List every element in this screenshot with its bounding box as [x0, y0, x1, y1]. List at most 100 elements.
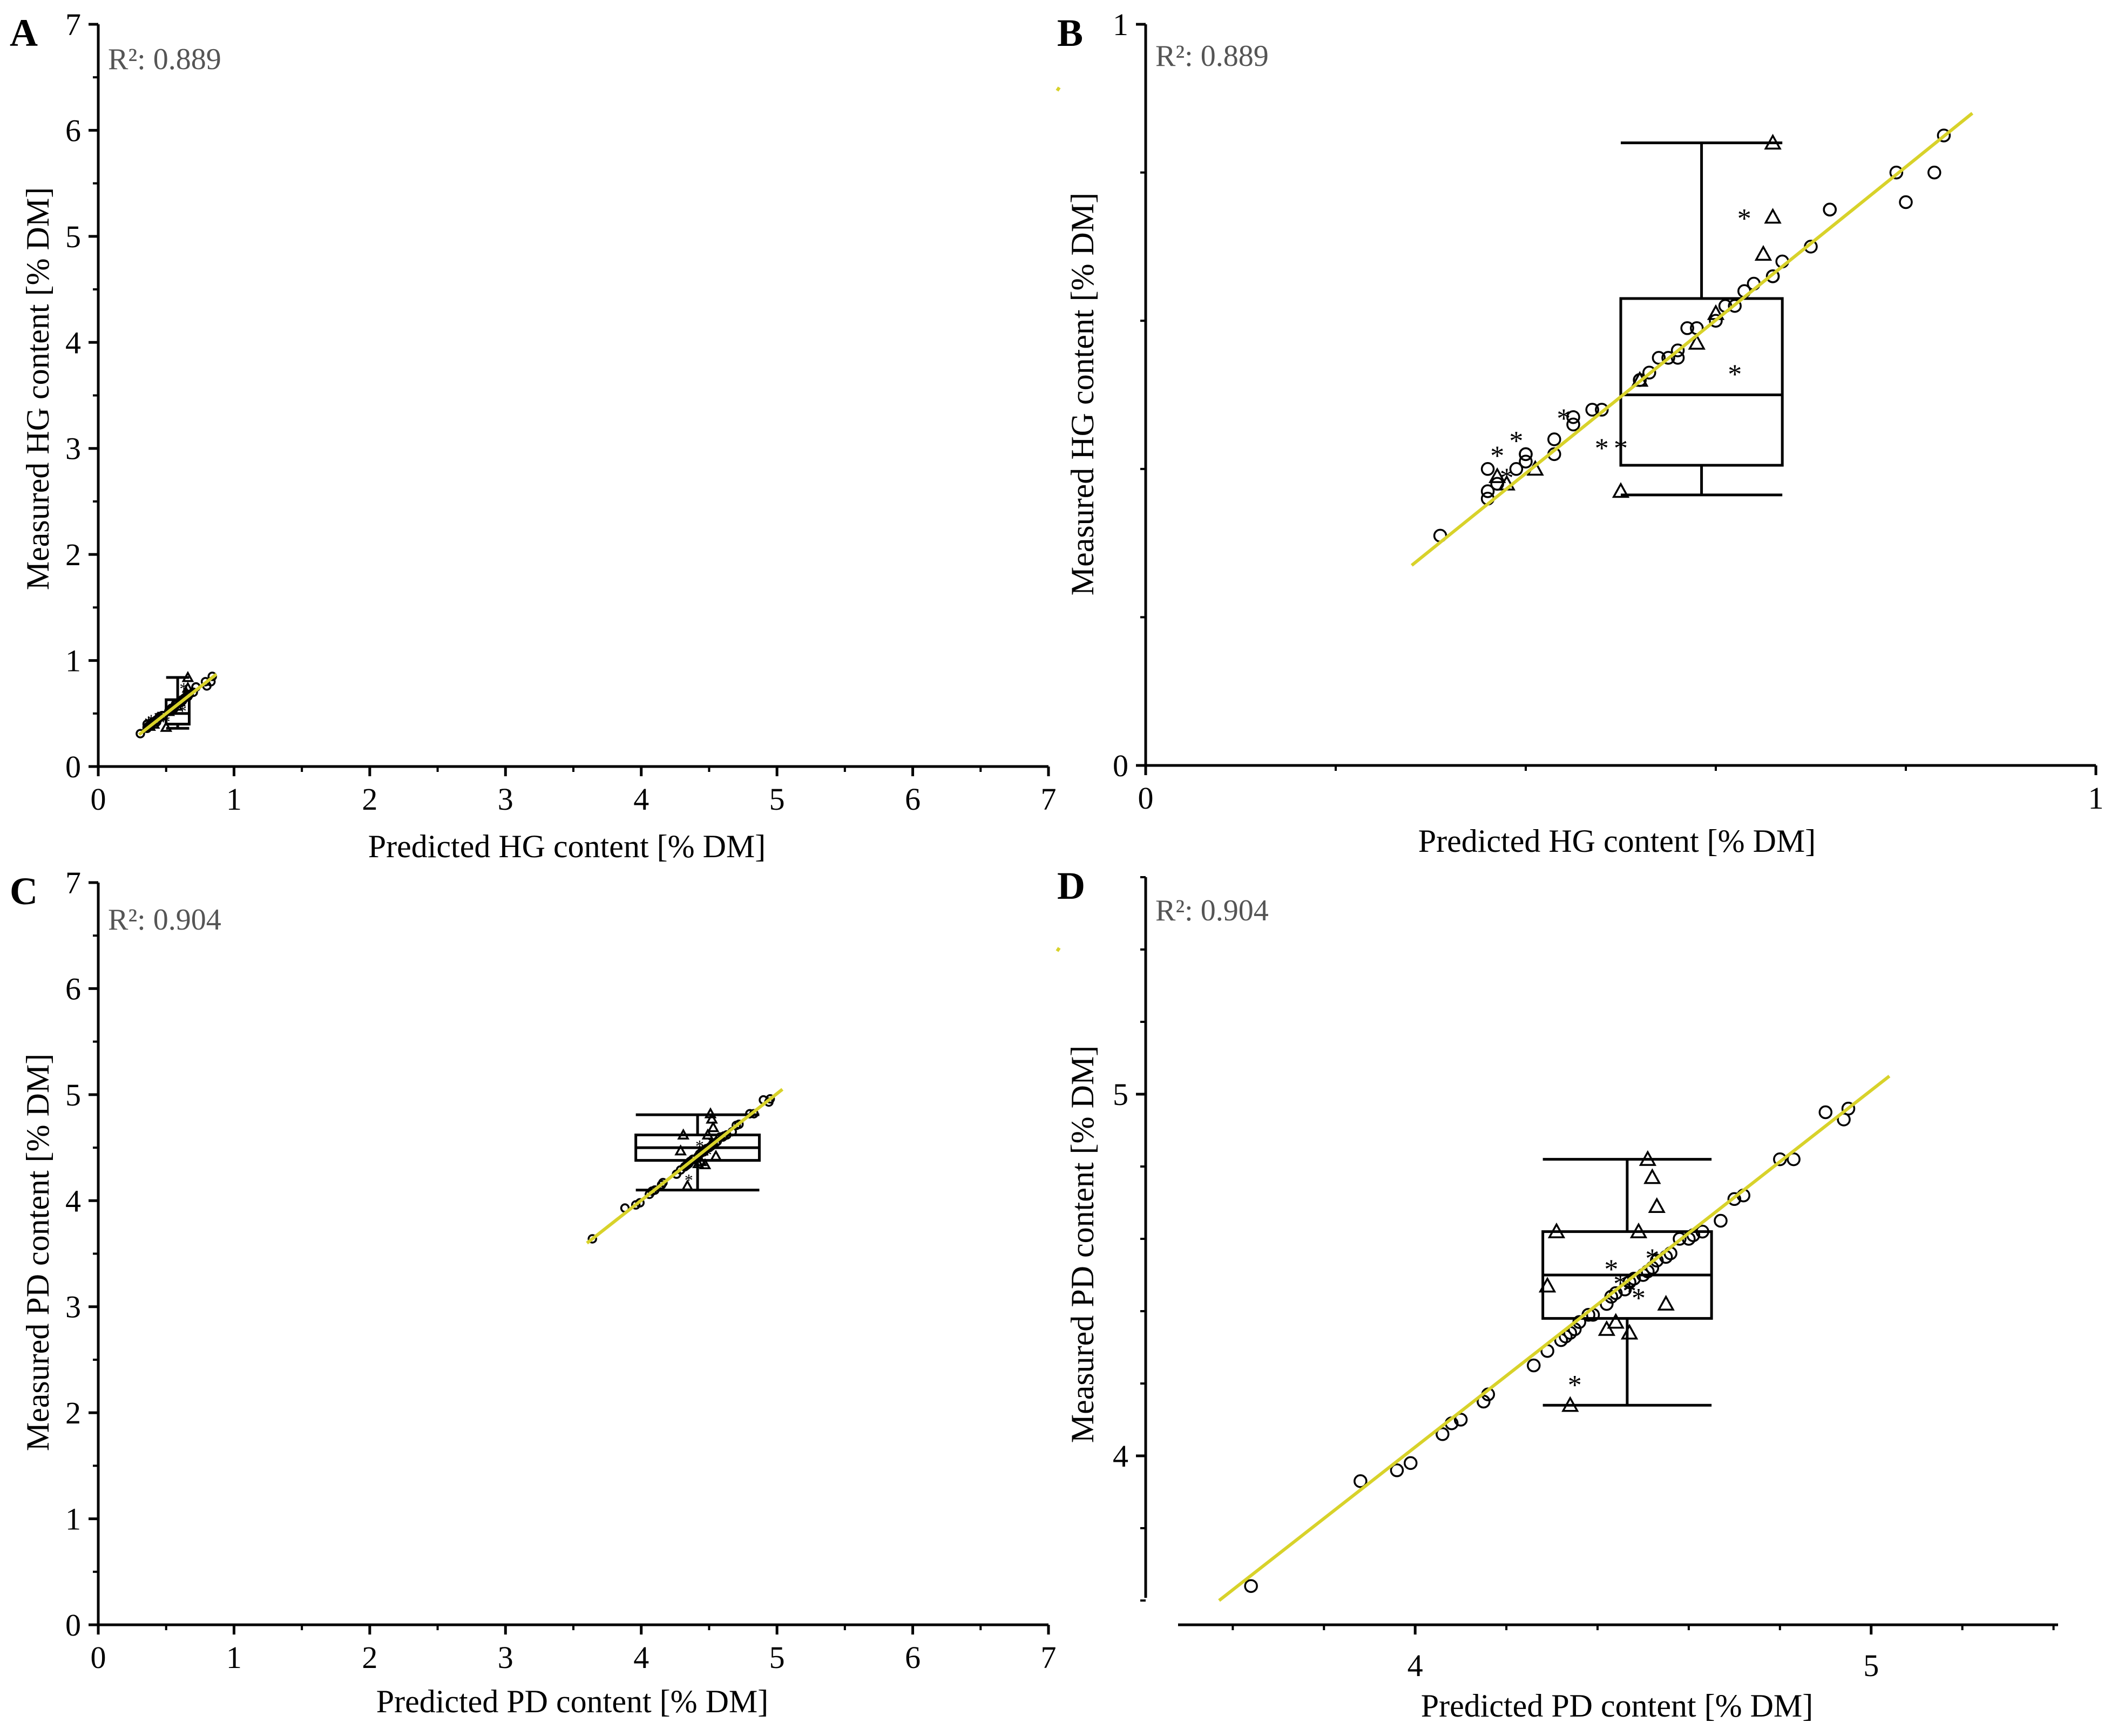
y-tick-label: 1 — [65, 643, 81, 679]
data-point-circle — [1673, 1232, 1687, 1246]
data-point-triangle — [160, 721, 173, 732]
data-point-triangle — [701, 1128, 714, 1140]
data-point-circle — [1787, 1152, 1801, 1167]
data-point-circle — [587, 1234, 597, 1244]
x-tick-label: 3 — [498, 782, 513, 817]
y-tick-label: 2 — [65, 1395, 81, 1430]
panel-b-chart: B R²: 0.889 Predicted HG content [% DM] … — [1057, 7, 2104, 859]
y-tick-label: 1 — [65, 1502, 81, 1537]
panel-a-chart: A R²: 0.889 Predicted HG content [% DM] … — [10, 7, 1057, 864]
data-point-star: * — [685, 1170, 693, 1190]
data-point-circle — [1436, 1427, 1450, 1441]
data-point-triangle — [1657, 1294, 1675, 1311]
data-point-circle — [1714, 1213, 1728, 1228]
x-tick-label: 0 — [1138, 781, 1154, 816]
y-axis-label: Measured HG content [% DM] — [20, 187, 56, 590]
x-tick-label: 6 — [905, 1640, 921, 1675]
data-point-triangle — [1612, 482, 1630, 498]
data-point-circle — [1728, 299, 1742, 313]
data-point-circle — [1661, 351, 1675, 365]
panel-letter: A — [10, 11, 38, 55]
data-point-triangle — [1607, 1313, 1625, 1329]
data-point-circle — [1403, 1456, 1418, 1470]
x-tick-label: 1 — [226, 782, 242, 817]
data-point-star: * — [1509, 426, 1523, 457]
data-point-triangle — [1547, 1222, 1566, 1238]
data-point-circle — [1585, 403, 1599, 417]
data-point-circle — [136, 729, 145, 738]
fit-line-stub — [1056, 86, 1061, 92]
r2-label: R²: 0.904 — [108, 903, 221, 937]
y-axis-label: Measured PD content [% DM] — [1065, 1046, 1100, 1443]
data-point-triangle — [1488, 467, 1506, 483]
data-point-circle — [1670, 343, 1685, 357]
x-tick-label: 6 — [905, 782, 921, 817]
data-point-triangle — [1688, 334, 1706, 350]
y-tick-label: 3 — [65, 431, 81, 466]
fit-line — [138, 673, 218, 736]
data-point-circle — [1354, 1474, 1368, 1488]
x-tick-label: 1 — [226, 1640, 242, 1675]
y-tick-label: 1 — [1113, 7, 1128, 42]
data-point-star: * — [1595, 433, 1609, 464]
data-point-circle — [650, 1185, 660, 1195]
x-tick-label: 5 — [1863, 1648, 1879, 1683]
data-point-triangle — [1643, 1168, 1661, 1184]
data-point-circle — [1453, 1413, 1468, 1427]
data-point-triangle — [692, 1157, 705, 1169]
data-point-circle — [1642, 365, 1656, 380]
y-tick-label: 0 — [1113, 748, 1128, 783]
x-tick-label: 4 — [633, 782, 649, 817]
y-tick-label: 7 — [65, 865, 81, 900]
data-point-triangle — [1561, 1396, 1579, 1412]
data-point-triangle — [1639, 1150, 1657, 1166]
data-point-triangle — [1764, 208, 1782, 224]
data-point-circle — [1927, 165, 1941, 180]
fit-line-stub — [1056, 947, 1061, 952]
r2-label: R²: 0.889 — [108, 43, 221, 76]
y-tick-label: 4 — [65, 325, 81, 360]
data-point-star: * — [1728, 359, 1742, 390]
data-point-circle — [1595, 403, 1609, 417]
data-point-circle — [1519, 455, 1533, 469]
x-tick-label: 2 — [362, 1640, 377, 1675]
data-point-circle — [1823, 202, 1837, 216]
data-point-circle — [765, 1094, 775, 1104]
panel-c-chart: C R²: 0.904 Predicted PD content [% DM] … — [10, 865, 1057, 1719]
fit-line — [1218, 1075, 1891, 1602]
y-tick-label: 5 — [1113, 1077, 1128, 1112]
x-tick-label: 7 — [1041, 1640, 1057, 1675]
data-point-circle — [1727, 1192, 1742, 1206]
data-point-circle — [1680, 321, 1694, 335]
data-point-circle — [1244, 1579, 1258, 1593]
data-point-circle — [1841, 1102, 1856, 1116]
data-point-circle — [1818, 1105, 1833, 1120]
y-tick-label: 6 — [65, 113, 81, 148]
fit-line — [586, 1088, 784, 1245]
panel-letter: D — [1057, 864, 1085, 907]
y-tick-label: 3 — [65, 1290, 81, 1325]
data-point-triangle — [699, 1158, 712, 1169]
x-tick-label: 3 — [498, 1640, 513, 1675]
r2-label: R²: 0.904 — [1155, 894, 1269, 927]
data-point-triangle — [181, 681, 194, 693]
x-axis-label: Predicted HG content [% DM] — [1418, 823, 1816, 859]
data-point-circle — [1527, 1358, 1541, 1373]
y-tick-label: 0 — [65, 1608, 81, 1643]
x-tick-label: 0 — [91, 782, 106, 817]
data-point-circle — [1566, 410, 1580, 424]
plot-area: 4 545****** — [1113, 876, 2058, 1683]
data-point-star: * — [1490, 440, 1504, 471]
data-point-circle — [1477, 1394, 1491, 1409]
y-tick-label: 4 — [65, 1183, 81, 1218]
x-tick-label: 1 — [2088, 781, 2104, 816]
x-axis-label: Predicted PD content [% DM] — [376, 1684, 769, 1719]
data-point-triangle — [709, 1149, 722, 1161]
data-point-star: * — [179, 679, 188, 699]
plot-area: 0 101***** *** — [1113, 7, 2104, 816]
data-point-circle — [1937, 128, 1951, 143]
x-axis-label: Predicted PD content [% DM] — [1421, 1688, 1814, 1724]
data-point-triangle — [1648, 1197, 1666, 1213]
